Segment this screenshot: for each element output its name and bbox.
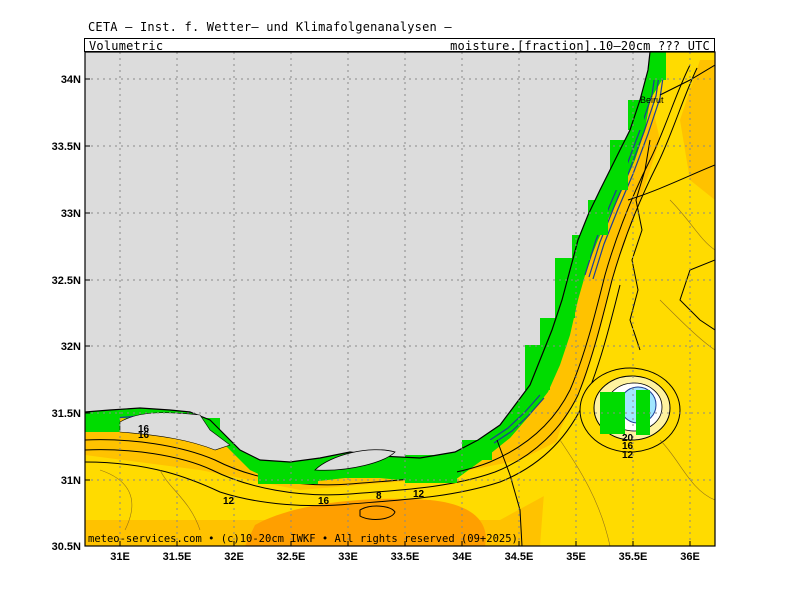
lon-tick-label: 33E bbox=[338, 551, 358, 563]
lat-tick-label: 32N bbox=[61, 341, 81, 353]
lon-tick-label: 35.5E bbox=[619, 551, 648, 563]
contour-label: 12 bbox=[622, 450, 634, 461]
lon-tick-label: 35E bbox=[566, 551, 586, 563]
latitude-labels: 34N 33.5N 33N 32.5N 32N 31.5N 31N 30.5N bbox=[52, 74, 81, 553]
national-borders bbox=[496, 64, 715, 546]
lat-tick-label: 34N bbox=[61, 74, 81, 86]
lon-tick-label: 34E bbox=[452, 551, 472, 563]
lat-tick-label: 31.5N bbox=[52, 408, 81, 420]
lon-tick-label: 33.5E bbox=[391, 551, 420, 563]
contour-label: 12 bbox=[223, 496, 235, 507]
eastern-dry-area bbox=[680, 60, 715, 200]
lon-tick-label: 36E bbox=[680, 551, 700, 563]
graticule bbox=[85, 52, 715, 546]
contour-label: 12 bbox=[413, 489, 425, 500]
lat-tick-label: 31N bbox=[61, 475, 81, 487]
contour-label: 16 bbox=[138, 424, 150, 435]
beirut-label: Beirut bbox=[640, 95, 664, 105]
admin-boundaries bbox=[99, 199, 715, 546]
lat-tick-label: 33N bbox=[61, 208, 81, 220]
lon-tick-label: 31.5E bbox=[163, 551, 192, 563]
map-frame bbox=[84, 51, 716, 547]
copyright-footer: meteo-services.com • (c)10-20cm IWKF • A… bbox=[88, 533, 518, 545]
nile-delta-lakes bbox=[119, 412, 231, 451]
sea-area bbox=[85, 52, 650, 462]
tick-marks bbox=[85, 78, 691, 546]
map-title: CETA — Inst. f. Wetter— und Klimafolgena… bbox=[88, 20, 452, 34]
lat-tick-label: 33.5N bbox=[52, 141, 81, 153]
lat-tick-label: 30.5N bbox=[52, 541, 81, 553]
contour-label: 8 bbox=[376, 491, 382, 502]
lat-tick-label: 32.5N bbox=[52, 275, 81, 287]
moisture-band-coastal-yellow bbox=[85, 440, 560, 520]
dead-sea-region bbox=[579, 367, 681, 453]
variable-type-label: Volumetric bbox=[89, 39, 164, 53]
longitude-labels: 31E 31.5E 32E 32.5E 33E 33.5E 34E 34.5E … bbox=[110, 551, 700, 563]
lon-tick-label: 31E bbox=[110, 551, 130, 563]
lagoon bbox=[314, 449, 396, 471]
contour-labels: 16 16 12 16 8 12 20 16 12 bbox=[138, 424, 634, 507]
contour-label: 20 bbox=[622, 433, 634, 444]
variable-name-label: moisture.[fraction].10—20cm ??? UTC bbox=[450, 39, 710, 53]
moisture-contours bbox=[85, 64, 715, 520]
contour-label: 16 bbox=[318, 496, 330, 507]
lon-tick-label: 32E bbox=[224, 551, 244, 563]
contour-label: 16 bbox=[622, 441, 634, 452]
contour-label: 16 bbox=[138, 430, 150, 441]
dry-patch-orange bbox=[245, 498, 486, 546]
lon-tick-label: 34.5E bbox=[505, 551, 534, 563]
lon-tick-label: 32.5E bbox=[277, 551, 306, 563]
coastline bbox=[85, 52, 651, 463]
